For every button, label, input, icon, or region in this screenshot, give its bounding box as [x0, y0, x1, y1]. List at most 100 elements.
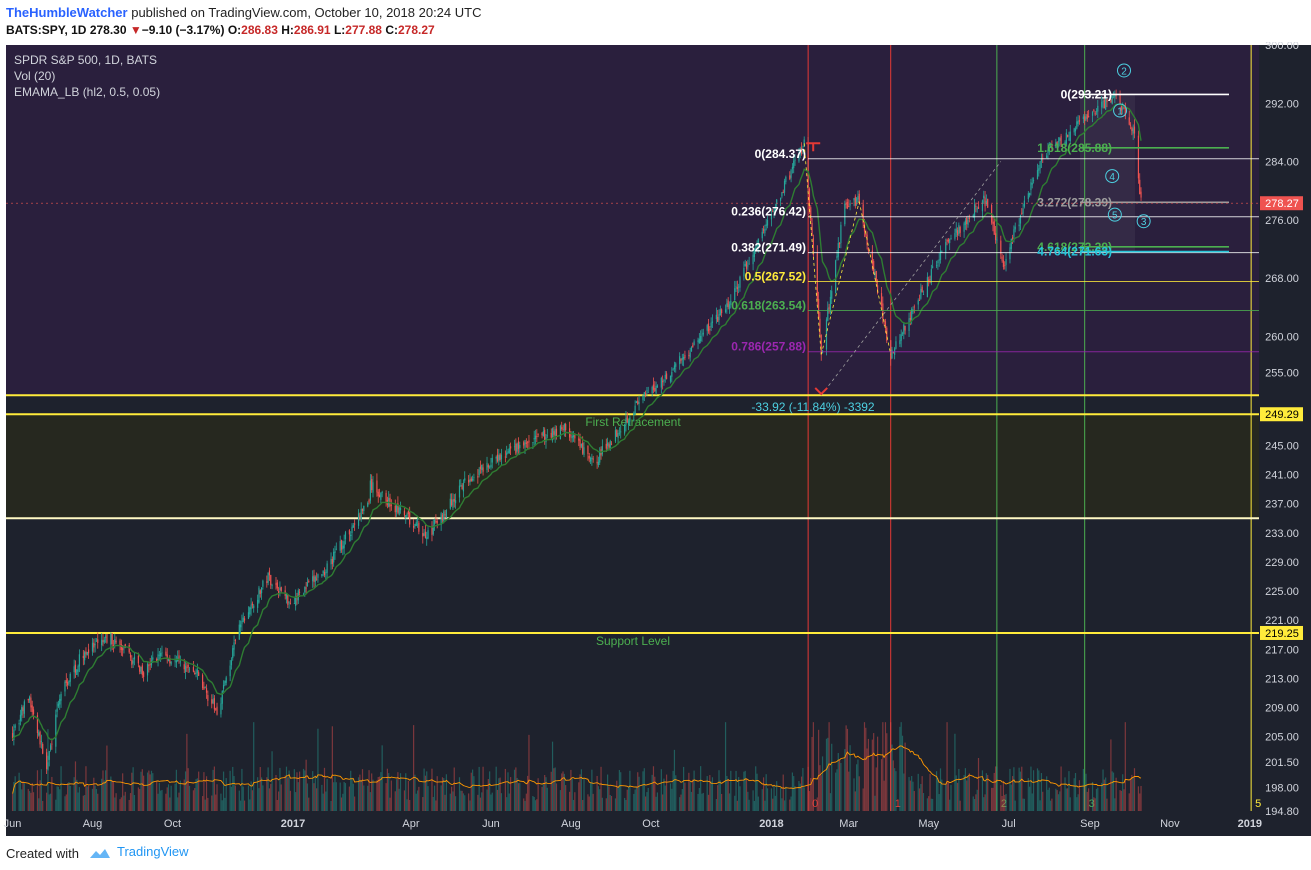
high-value: 286.91 — [293, 23, 331, 37]
candle-body — [1039, 161, 1041, 169]
volume-bar — [38, 798, 40, 811]
author-link[interactable]: TheHumbleWatcher — [6, 5, 128, 20]
volume-bar — [258, 788, 260, 811]
volume-bar — [929, 773, 931, 811]
candle-body — [773, 209, 775, 213]
volume-bar — [800, 776, 803, 811]
volume-bar — [721, 793, 723, 811]
candle-body — [537, 433, 539, 435]
candle-body — [1055, 142, 1057, 148]
x-tick-label: Jun — [4, 818, 22, 830]
candle-body — [911, 309, 913, 321]
candle-body — [507, 451, 509, 453]
cycle-label: 2 — [1001, 798, 1007, 810]
volume-bar — [1073, 778, 1075, 811]
candle-body — [782, 191, 784, 193]
candle-body — [1129, 124, 1132, 126]
candle-body — [921, 286, 923, 293]
volume-bar — [65, 794, 67, 811]
volume-bar — [46, 792, 48, 811]
volume-bar — [591, 769, 593, 811]
volume-bar — [561, 773, 563, 811]
candle-body — [133, 656, 136, 660]
tradingview-link[interactable]: TradingView — [88, 844, 189, 859]
candle-body — [14, 725, 16, 728]
candle-body — [1093, 109, 1095, 111]
candle-body — [305, 587, 307, 589]
candle-body — [597, 461, 600, 466]
volume-bar — [504, 768, 506, 811]
candle-body — [241, 620, 243, 625]
volume-bar — [955, 775, 957, 811]
volume-bar — [241, 768, 243, 811]
candle-body — [215, 708, 217, 710]
candle-body — [297, 590, 299, 601]
candle-body — [232, 648, 234, 659]
volume-bar — [267, 767, 269, 811]
y-tick-label: 217.00 — [1265, 644, 1299, 656]
candle-body — [789, 175, 791, 180]
volume-bar — [600, 766, 602, 811]
volume-bar — [891, 744, 893, 811]
fib-ext-label: 0(293.21) — [1061, 87, 1112, 101]
fib-ext-label: 1.618(285.88) — [1037, 141, 1112, 155]
candle-body — [625, 417, 627, 425]
candle-body — [793, 160, 795, 169]
candle-body — [249, 607, 251, 615]
volume-bar — [1009, 768, 1011, 811]
volume-bar — [523, 798, 525, 811]
volume-bar — [363, 785, 365, 811]
swing-line — [820, 201, 860, 355]
volume-bar — [232, 766, 234, 811]
candle-body — [203, 687, 205, 690]
price-chart[interactable]: 0 1 2 3 5 First Retracement Support Level 0(2… — [0, 42, 1311, 836]
volume-bar — [818, 729, 820, 811]
candle-body — [56, 708, 58, 712]
volume-bar — [298, 771, 301, 811]
volume-bar — [196, 778, 198, 811]
volume-bar — [608, 786, 610, 811]
y-tick-label: 205.00 — [1265, 732, 1299, 744]
volume-bar — [606, 774, 609, 811]
candle-body — [1094, 112, 1096, 115]
candle-body — [275, 583, 277, 585]
legend-indicator[interactable]: EMAMA_LB (hl2, 0.5, 0.05) — [14, 85, 161, 99]
legend-volume[interactable]: Vol (20) — [14, 69, 56, 83]
candle-body — [51, 743, 53, 745]
volume-bar — [1019, 771, 1022, 811]
volume-bar — [672, 770, 674, 811]
volume-bar — [652, 766, 655, 811]
y-tick-label: 276.00 — [1265, 215, 1299, 227]
candle-body — [141, 665, 143, 676]
volume-bar — [1131, 774, 1133, 811]
volume-bar — [597, 786, 600, 811]
volume-bar — [791, 772, 794, 811]
volume-bar — [629, 770, 631, 811]
candle-body — [204, 686, 206, 688]
volume-bar — [184, 771, 187, 811]
candle-body — [101, 639, 103, 646]
volume-bar — [103, 780, 105, 811]
candle-body — [115, 640, 117, 643]
volume-bar — [532, 796, 534, 811]
volume-bar — [131, 772, 133, 811]
volume-bar — [1040, 773, 1043, 811]
candle-body — [441, 514, 444, 521]
volume-bar — [440, 785, 442, 811]
candle-body — [802, 148, 804, 152]
candle-body — [757, 238, 759, 247]
candle-body — [1057, 141, 1060, 143]
candle-body — [958, 225, 960, 235]
ohlc-line: BATS:SPY, 1D 278.30 ▼−9.10 (−3.17%) O:28… — [6, 23, 435, 37]
candle-body — [293, 603, 295, 605]
volume-bar — [1082, 768, 1084, 811]
candle-body — [268, 570, 271, 576]
legend-symbol[interactable]: SPDR S&P 500, 1D, BATS — [14, 53, 157, 67]
candle-body — [513, 446, 516, 448]
x-tick-label: Nov — [1160, 818, 1180, 830]
volume-bar — [700, 766, 702, 811]
candle-body — [992, 221, 994, 225]
volume-bar — [97, 793, 99, 811]
candle-body — [956, 230, 959, 236]
volume-bar — [876, 736, 879, 811]
